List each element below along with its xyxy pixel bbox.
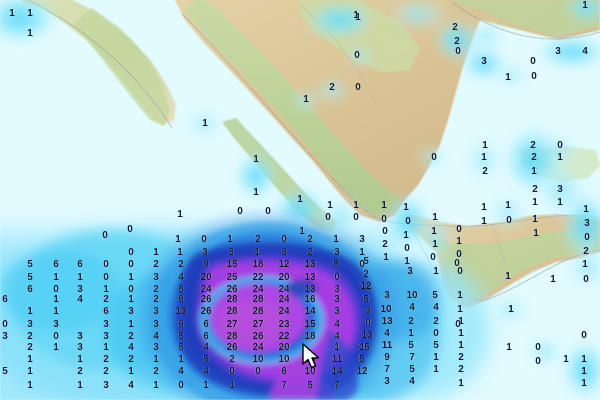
baja-california-peninsula: [21, 0, 176, 126]
storm-halo: [138, 214, 398, 400]
